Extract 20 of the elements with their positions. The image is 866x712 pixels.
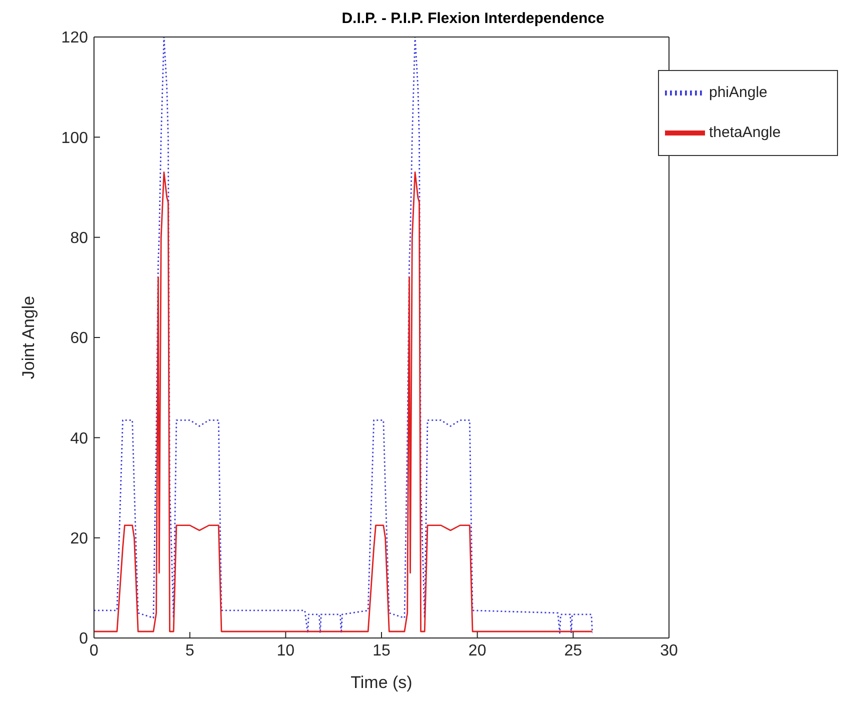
x-tick-label: 20 (468, 642, 486, 660)
y-tick-label: 60 (70, 330, 88, 348)
x-tick-label: 25 (564, 642, 582, 660)
x-tick-label: 15 (372, 642, 390, 660)
line-series (94, 37, 594, 634)
y-tick-label: 80 (70, 230, 88, 248)
y-tick-label: 120 (61, 30, 88, 47)
x-axis-title: Time (s) (350, 673, 412, 692)
x-tick-label: 5 (185, 642, 194, 660)
y-axis-title: Joint Angle (19, 296, 38, 380)
x-tick-label: 10 (276, 642, 295, 660)
y-tick-label: 0 (79, 630, 88, 648)
x-tick-label: 30 (660, 642, 678, 660)
y-tick-label: 100 (61, 130, 88, 147)
y-tick-label: 20 (70, 530, 88, 548)
legend-label: phiAngle (709, 84, 768, 102)
y-tick-label: 40 (70, 430, 88, 448)
line-series (94, 172, 594, 632)
legend-label: thetaAngle (709, 124, 781, 142)
chart-title: D.I.P. - P.I.P. Flexion Interdependence (340, 9, 606, 29)
